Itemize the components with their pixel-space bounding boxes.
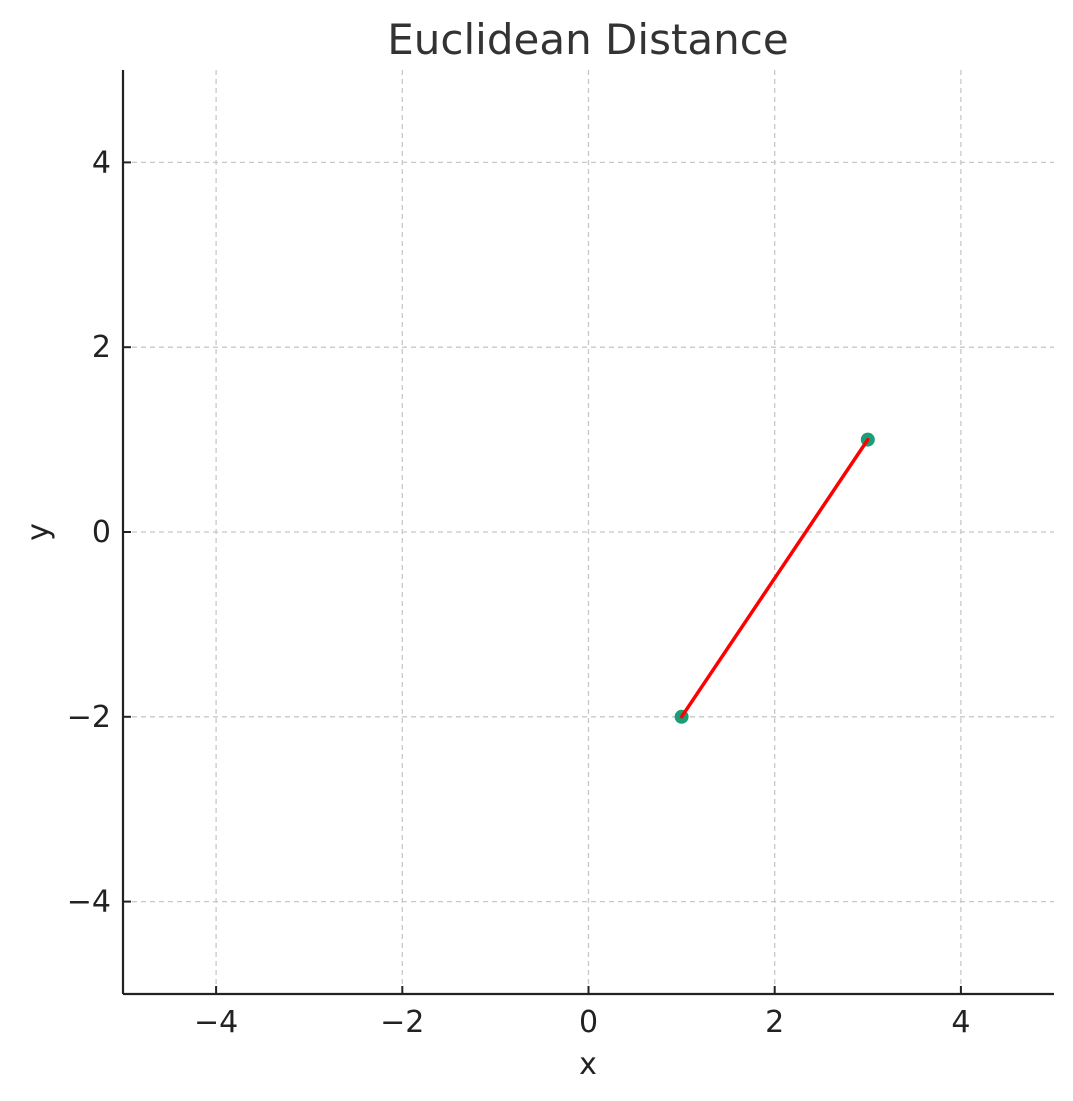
y-tick-label: 4 [92,145,111,180]
chart-title: Euclidean Distance [387,15,788,64]
x-tick-label: −2 [380,1005,424,1040]
y-tick-label: −2 [67,700,111,735]
x-tick-label: 4 [951,1005,970,1040]
ticks: −4 −2 0 2 4 −4 −2 0 2 4 [67,145,971,1040]
x-tick-label: −4 [194,1005,238,1040]
series [674,432,875,724]
distance-line [679,437,870,719]
x-tick-label: 0 [579,1005,598,1040]
x-tick-label: 2 [765,1005,784,1040]
y-tick-label: −4 [67,885,111,920]
y-tick-label: 2 [92,330,111,365]
grid [123,70,1054,994]
y-axis-label: y [21,523,56,541]
x-axis-label: x [579,1047,597,1082]
y-tick-label: 0 [92,515,111,550]
